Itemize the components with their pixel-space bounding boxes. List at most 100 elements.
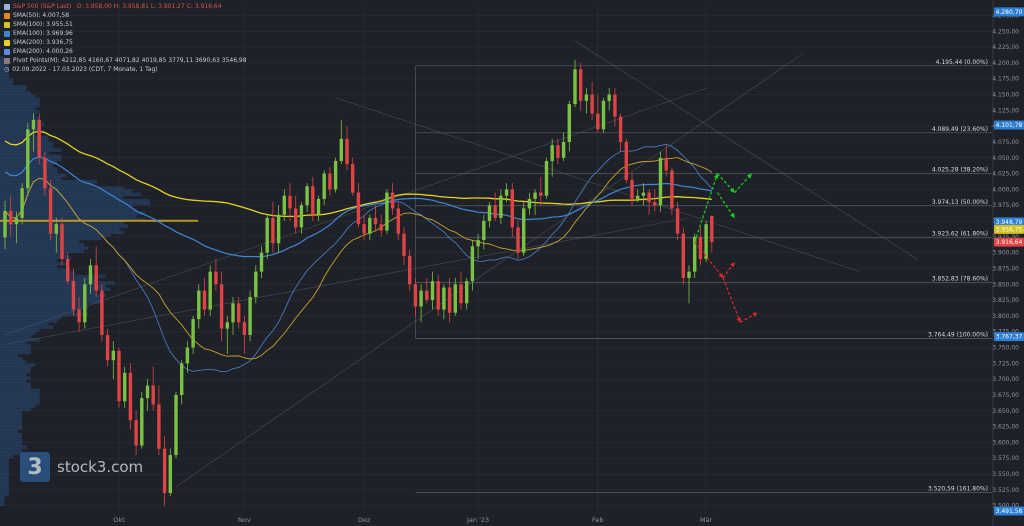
volume-profile-bar	[0, 119, 40, 124]
candle-body	[613, 94, 617, 117]
legend-item-label: Pivot Points(M): 4212,85 4160,67 4071,82…	[13, 57, 247, 64]
volume-profile-bar	[0, 94, 36, 99]
volume-profile-bar	[0, 290, 98, 295]
legend-swatch	[4, 39, 10, 46]
candle-body	[556, 145, 560, 158]
legend-period: 02.09.2022 - 17.03.2023 (CDT, 7 Monate, …	[12, 66, 158, 73]
volume-profile-bar	[0, 173, 67, 178]
volume-profile-bar	[0, 78, 14, 83]
volume-profile-bar	[0, 388, 40, 393]
candle-body	[413, 284, 418, 307]
candle-body	[54, 224, 58, 234]
legend-item-label: EMA(100): 3.969,96	[13, 30, 73, 37]
candle-body	[248, 296, 252, 335]
candle-body	[607, 94, 611, 101]
volume-profile-bar	[0, 429, 18, 434]
candle-body	[14, 217, 19, 225]
candle-body	[641, 192, 646, 196]
scenario-arrow	[694, 241, 724, 279]
volume-profile-bar	[0, 464, 9, 469]
volume-profile-bar	[0, 148, 62, 152]
clock-icon: ◷	[4, 66, 10, 73]
candle-body	[60, 224, 64, 259]
candle-body	[351, 164, 355, 193]
candle-body	[311, 186, 315, 215]
volume-profile-bar	[0, 224, 128, 228]
volume-profile-bar	[0, 287, 111, 291]
volume-profile-bar	[0, 154, 62, 159]
volume-profile-bar	[0, 107, 36, 111]
volume-profile-bar	[0, 445, 27, 450]
scenario-arrow	[717, 192, 736, 219]
candle-body	[710, 215, 714, 242]
y-tick-label: 3.675,00	[992, 392, 1019, 399]
volume-profile-bar	[0, 350, 31, 355]
candle-body	[294, 208, 298, 228]
candle-body	[385, 192, 389, 231]
volume-profile-bar	[0, 461, 9, 465]
candle-body	[219, 284, 224, 329]
candle-body	[567, 104, 571, 142]
candle-body	[168, 455, 172, 494]
volume-profile-bar	[0, 100, 40, 105]
candle-body	[362, 224, 366, 234]
candle-body	[202, 290, 207, 310]
volume-profile-bar	[0, 192, 142, 197]
volume-profile-bar	[0, 306, 89, 310]
stock3-logo-mark: 3	[20, 452, 50, 482]
candle-body	[276, 214, 281, 244]
y-tick-label: 3.525,00	[992, 487, 1019, 494]
candle-body	[630, 179, 634, 199]
candle-body	[687, 271, 691, 278]
volume-profile-bar	[0, 265, 58, 269]
volume-profile-bar	[0, 116, 40, 121]
volume-profile-bar	[0, 277, 98, 282]
legend-ohlc: O: 3.958,00 H: 3.958,81 L: 3.901,27 C: 3…	[76, 3, 222, 10]
candle-body	[601, 100, 606, 130]
candle-body	[43, 157, 47, 189]
volume-profile-bar	[0, 448, 23, 453]
volume-profile-bar	[0, 474, 9, 478]
volume-profile-bar	[0, 281, 115, 285]
candle-body	[208, 271, 212, 310]
volume-profile-bar	[0, 227, 120, 231]
volume-profile-bar	[0, 410, 23, 415]
y-tick-label: 4.050,00	[992, 155, 1019, 162]
candle-body	[100, 290, 104, 335]
volume-profile-bar	[0, 420, 23, 424]
candle-body	[3, 210, 7, 238]
volume-profile-bar	[0, 179, 98, 184]
volume-profile-bar	[0, 372, 27, 377]
volume-profile-bar	[0, 458, 9, 462]
volume-profile-bar	[0, 502, 5, 506]
candle-body	[396, 208, 400, 234]
volume-profile-bar	[0, 394, 40, 399]
x-tick-label: Dez	[358, 516, 371, 524]
candle-body	[419, 290, 423, 307]
candle-body	[185, 347, 190, 364]
volume-profile-bar	[0, 85, 27, 89]
y-tick-label: 4.025,00	[992, 171, 1019, 178]
legend-item-label: EMA(200): 4.000,26	[13, 48, 73, 55]
price-tag	[994, 506, 1024, 516]
candle-body	[647, 192, 651, 203]
candle-body	[584, 94, 589, 101]
volume-profile-bar	[0, 423, 23, 427]
candle-body	[459, 284, 463, 304]
candle-body	[111, 350, 115, 361]
y-tick-label: 3.625,00	[992, 424, 1019, 431]
volume-profile-bar	[0, 202, 150, 206]
volume-profile-bar	[0, 72, 9, 76]
price-tag	[994, 217, 1024, 227]
candle-body	[487, 205, 492, 222]
candle-body	[214, 271, 218, 285]
volume-profile-bar	[0, 268, 71, 272]
volume-profile-bar	[0, 217, 146, 222]
volume-profile-bar	[0, 413, 23, 418]
scenario-arrow-head	[736, 317, 741, 323]
legend-item: SMA(50): 4.007,58	[4, 11, 247, 20]
trend-line	[574, 40, 918, 260]
volume-profile-bar	[0, 243, 84, 247]
